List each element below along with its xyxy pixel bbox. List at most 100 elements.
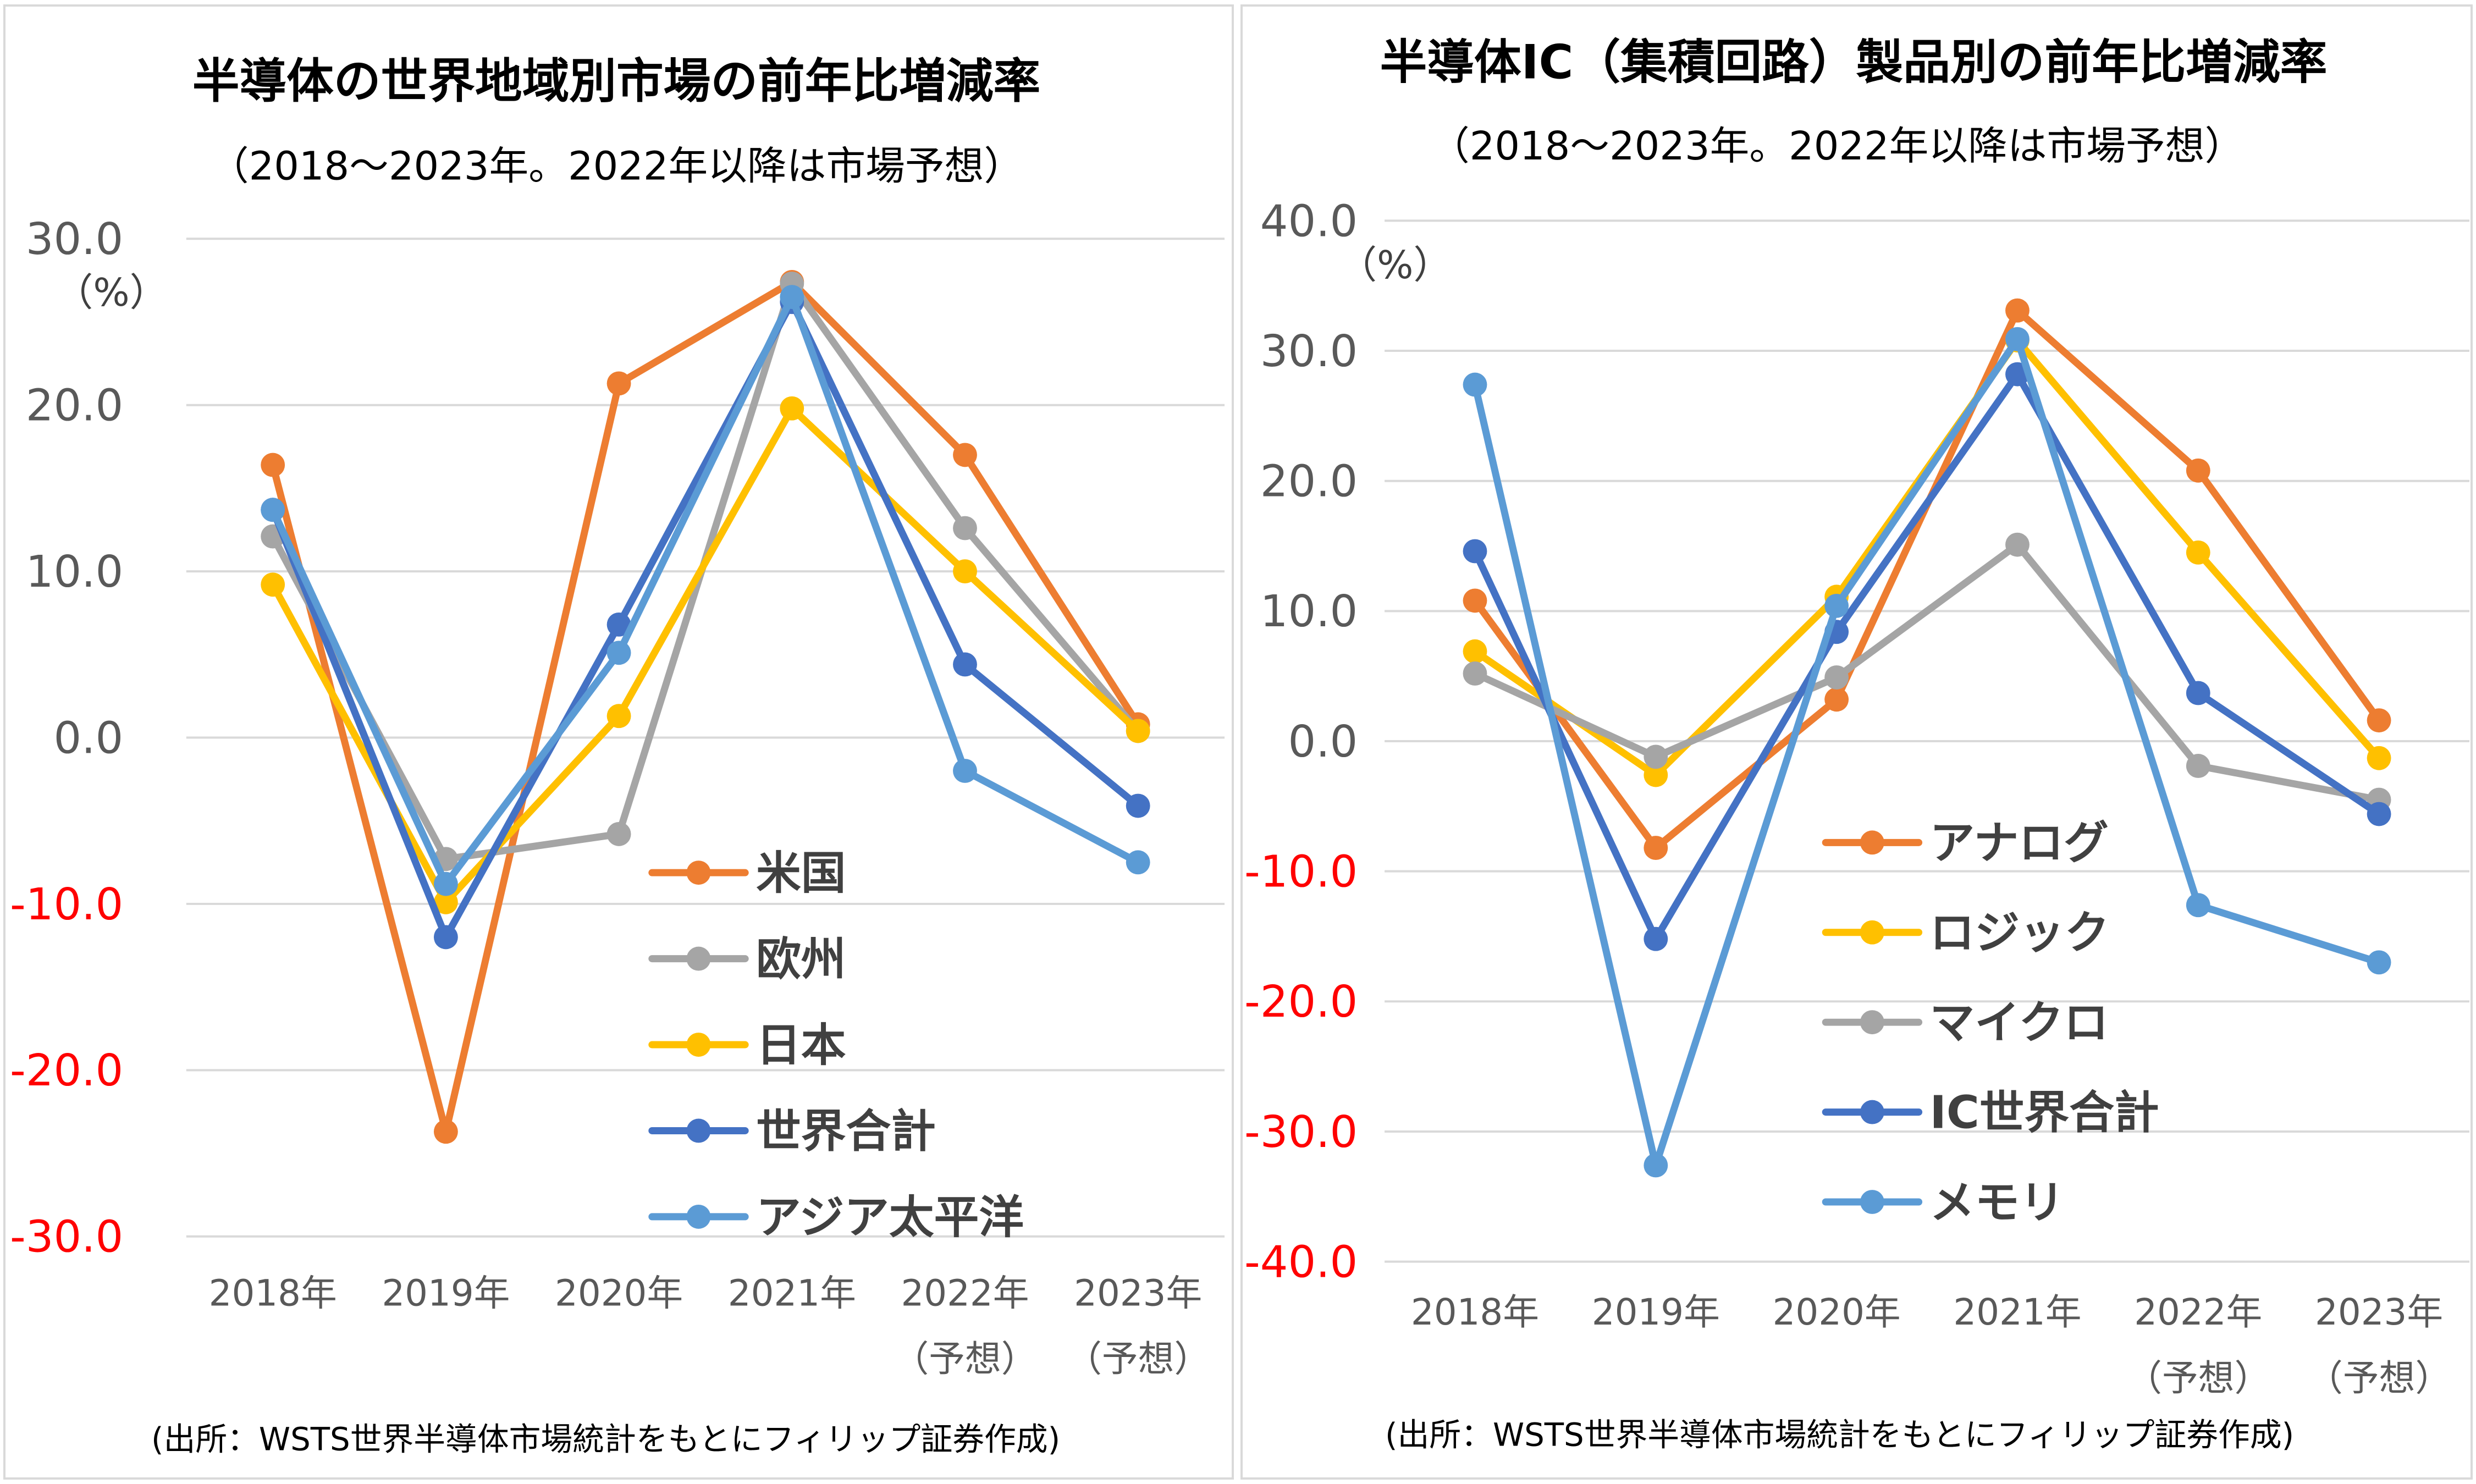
legend-item: IC世界合計 — [1822, 1086, 2159, 1139]
data-point — [2186, 893, 2210, 918]
legend-label: IC世界合計 — [1930, 1086, 2159, 1139]
source-note: (出所：WSTS世界半導体市場統計をもとにフィリップ証券作成) — [151, 1420, 1060, 1458]
legend-swatch-marker — [686, 860, 711, 885]
data-point — [1126, 719, 1150, 743]
data-point — [2005, 532, 2030, 557]
data-point — [953, 652, 977, 677]
y-axis-unit: （%） — [1338, 243, 1452, 288]
legend-swatch-marker — [686, 1118, 711, 1143]
legend-swatch-marker — [1860, 1010, 1884, 1035]
y-tick-label: -10.0 — [10, 879, 123, 930]
chart-subtitle: （2018～2023年。2022年以降は市場予想） — [1430, 123, 2244, 169]
right-chart-panel: 半導体IC（集積回路）製品別の前年比増減率 （2018～2023年。2022年以… — [1240, 4, 2473, 1480]
y-tick-label: 10.0 — [26, 546, 123, 597]
legend-swatch-marker — [686, 1204, 711, 1229]
data-point — [2186, 458, 2210, 483]
gridlines — [1385, 219, 2470, 1263]
series-ロジック — [1463, 328, 2391, 787]
data-point — [606, 371, 631, 396]
data-point — [780, 396, 804, 421]
data-point — [261, 498, 285, 522]
legend-label: マイクロ — [1930, 997, 2109, 1049]
data-point — [1126, 850, 1150, 875]
chart-title: 半導体の世界地域別市場の前年比増減率 — [192, 54, 1040, 109]
y-tick-label: -30.0 — [10, 1211, 123, 1262]
legend-item: アナログ — [1822, 817, 2109, 869]
legend-label: 欧州 — [756, 933, 846, 985]
y-tick-label: 10.0 — [1260, 586, 1358, 637]
data-point — [2367, 950, 2391, 975]
data-point — [1126, 793, 1150, 818]
x-tick-note: （予想） — [1066, 1338, 1210, 1380]
legend-item: メモリ — [1822, 1177, 2065, 1229]
series-line — [1471, 335, 2383, 1169]
x-tick-label: 2023年 — [2315, 1291, 2443, 1333]
x-tick-label: 2021年 — [728, 1272, 856, 1314]
source-note: (出所：WSTS世界半導体市場統計をもとにフィリップ証券作成) — [1385, 1416, 2294, 1453]
y-tick-label: 0.0 — [53, 712, 123, 763]
data-point — [2367, 708, 2391, 733]
data-point — [953, 559, 977, 584]
data-point — [606, 612, 631, 637]
data-point — [261, 453, 285, 477]
data-point — [1824, 687, 1849, 712]
region-growth-chart: 半導体の世界地域別市場の前年比増減率 （2018～2023年。2022年以降は市… — [10, 54, 1225, 1458]
ic-product-growth-chart: 半導体IC（集積回路）製品別の前年比増減率 （2018～2023年。2022年以… — [1244, 35, 2470, 1453]
series-lines — [1463, 298, 2391, 1178]
y-tick-label: 20.0 — [1260, 456, 1358, 507]
y-tick-label: 20.0 — [26, 380, 123, 431]
x-tick-label: 2020年 — [555, 1272, 683, 1314]
x-axis-labels: 2018年 2019年 2020年 2021年 2022年 （予想） 2023年 （予想） — [209, 1272, 1211, 1380]
legend-swatch-marker — [1860, 830, 1884, 855]
legend-swatch-marker — [686, 1033, 711, 1057]
legend-swatch-marker — [1860, 920, 1884, 945]
x-tick-note: （予想） — [2307, 1357, 2451, 1399]
legend-item: 米国 — [648, 847, 846, 900]
data-point — [433, 1119, 458, 1144]
left-chart-panel: 半導体の世界地域別市場の前年比増減率 （2018～2023年。2022年以降は市… — [3, 4, 1234, 1480]
data-point — [261, 572, 285, 597]
data-point — [2186, 754, 2210, 778]
data-point — [433, 890, 458, 914]
data-point — [780, 285, 804, 310]
y-tick-label: -40.0 — [1244, 1237, 1358, 1288]
data-point — [606, 641, 631, 665]
series-line — [1471, 336, 2383, 779]
data-point — [2367, 746, 2391, 770]
x-tick-label: 2018年 — [209, 1272, 337, 1314]
data-point — [1463, 588, 1487, 613]
y-tick-label: 30.0 — [1260, 326, 1358, 377]
legend-swatch-marker — [1860, 1190, 1884, 1214]
data-point — [606, 704, 631, 729]
chart-title: 半導体IC（集積回路）製品別の前年比増減率 — [1380, 35, 2328, 90]
data-point — [1463, 539, 1487, 564]
x-tick-label: 2019年 — [1592, 1291, 1720, 1333]
data-point — [2005, 327, 2030, 351]
series-line — [269, 293, 1142, 888]
data-point — [2186, 681, 2210, 705]
y-tick-label: 30.0 — [26, 213, 123, 264]
series-lines — [261, 269, 1150, 1144]
legend-item: 世界合計 — [648, 1105, 936, 1157]
data-point — [606, 822, 631, 846]
series-IC世界合計 — [1463, 362, 2391, 951]
x-tick-note: （予想） — [892, 1338, 1037, 1380]
y-tick-label: 40.0 — [1260, 195, 1358, 246]
data-point — [1644, 926, 1668, 951]
data-point — [2186, 540, 2210, 565]
series-line — [269, 278, 1142, 1135]
series-マイクロ — [1463, 532, 2391, 812]
chart-subtitle: （2018～2023年。2022年以降は市場予想） — [209, 143, 1023, 189]
series-line — [1471, 371, 2383, 943]
y-axis-ticks: 30.0 20.0 10.0 0.0 -10.0 -20.0 -30.0 — [10, 213, 123, 1262]
data-point — [2367, 802, 2391, 826]
series-日本 — [261, 396, 1150, 914]
series-line — [269, 298, 1142, 941]
data-point — [1644, 744, 1668, 769]
data-point — [1644, 836, 1668, 860]
series-アジア太平洋 — [261, 285, 1150, 896]
legend-item: 欧州 — [648, 933, 846, 985]
legend-item: アジア太平洋 — [648, 1191, 1024, 1244]
x-tick-label: 2021年 — [1953, 1291, 2081, 1333]
